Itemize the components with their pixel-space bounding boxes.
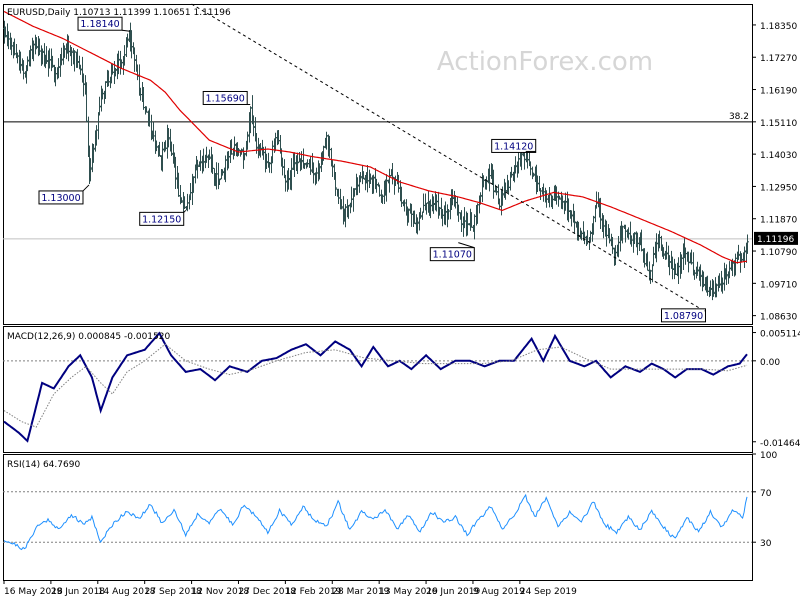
chart-frames: [3, 4, 753, 581]
watermark-layer: ActionForex.com: [437, 47, 653, 77]
x-axis-tick-label: 9 Aug 2019: [473, 587, 525, 597]
price-annotation-box: [77, 16, 123, 31]
macd-signal-line: [3, 343, 748, 428]
x-axis-tick-label: 24 Sep 2019: [520, 587, 577, 597]
price-annotation-label: 1.18140: [80, 19, 119, 30]
price-y-tick-label: 1.18350: [760, 22, 797, 32]
price-title: EURUSD,Daily 1.10713 1.11399 1.10651 1.1…: [7, 8, 231, 18]
macd-panel-frame: [3, 326, 753, 453]
dashed-trendline: [191, 3, 705, 312]
price-annotation-leader: [458, 242, 475, 249]
chart-data-layer: [3, 3, 752, 551]
price-annotation-box: [429, 247, 475, 262]
rsi-y-tick-label: 100: [760, 451, 777, 461]
price-annotation-leader: [121, 29, 131, 32]
price-y-tick-label: 1.09710: [760, 280, 797, 290]
fib-38-label: 38.2: [729, 112, 749, 122]
x-axis-tick-label: 14 Aug 2018: [98, 587, 156, 597]
x-axis-tick-label: 27 Sep 2018: [145, 587, 202, 597]
price-y-tick-label: 1.15110: [760, 119, 797, 129]
price-annotation-label: 1.13000: [41, 193, 80, 204]
price-y-tick-label: 1.14030: [760, 151, 797, 161]
price-annotation-label: 1.12150: [142, 214, 181, 225]
macd-y-tick-label: -0.014647: [760, 439, 800, 449]
rsi-line: [3, 493, 748, 551]
x-axis-tick-label: 12 Nov 2018: [192, 587, 250, 597]
macd-title: MACD(12,26,9) 0.000845 -0.001520: [7, 332, 170, 342]
x-axis-tick-label: 27 Dec 2018: [238, 587, 296, 597]
last-price-tag: [754, 231, 798, 245]
price-annotation-box: [139, 211, 185, 226]
rsi-y-tick-label: 30: [760, 539, 772, 549]
price-y-tick-label: 1.11870: [760, 216, 797, 226]
x-axis-tick-label: 26 Jun 2019: [426, 587, 480, 597]
macd-y-tick-label: 0.00: [760, 358, 780, 368]
last-price-label: 1.11196: [757, 235, 794, 245]
x-axis-tick-label: 12 Feb 2019: [285, 587, 341, 597]
price-annotation-box: [491, 138, 537, 153]
price-y-tick-label: 1.08630: [760, 313, 797, 323]
price-annotation-leader: [82, 184, 90, 192]
price-annotation-box: [202, 90, 248, 105]
macd-macd-line: [3, 331, 748, 443]
macd-y-tick-label: 0.005114: [760, 330, 800, 340]
x-axis-tick-label: 16 May 2018: [4, 587, 63, 597]
price-y-tick-label: 1.10790: [760, 248, 797, 258]
price-annotation-leader: [183, 210, 187, 213]
price-panel-frame: [3, 4, 753, 325]
price-annotation-label: 1.14120: [494, 141, 533, 152]
rsi-title: RSI(14) 64.7690: [7, 460, 80, 470]
watermark-text: ActionForex.com: [437, 47, 653, 77]
price-y-tick-label: 1.16190: [760, 87, 797, 97]
price-annotation-box: [661, 308, 707, 323]
rsi-y-tick-label: 70: [760, 489, 772, 499]
price-annotation-label: 1.11070: [433, 250, 472, 261]
x-axis-tick-label: 28 Mar 2019: [332, 587, 389, 597]
x-axis-tick-label: 13 May 2019: [379, 587, 438, 597]
x-axis-tick-label: 29 Jun 2018: [51, 587, 105, 597]
moving-average-line: [3, 10, 748, 264]
price-y-tick-label: 1.17270: [760, 54, 797, 64]
price-annotation-label: 1.15690: [206, 93, 245, 104]
chart-labels-layer: 1.18350 1.17270 1.16190 1.15110 1.14030 1.129…: [3, 8, 800, 597]
price-annotation-box: [38, 190, 84, 205]
price-annotation-label: 1.08790: [664, 311, 703, 322]
price-y-tick-label: 1.12950: [760, 183, 797, 193]
